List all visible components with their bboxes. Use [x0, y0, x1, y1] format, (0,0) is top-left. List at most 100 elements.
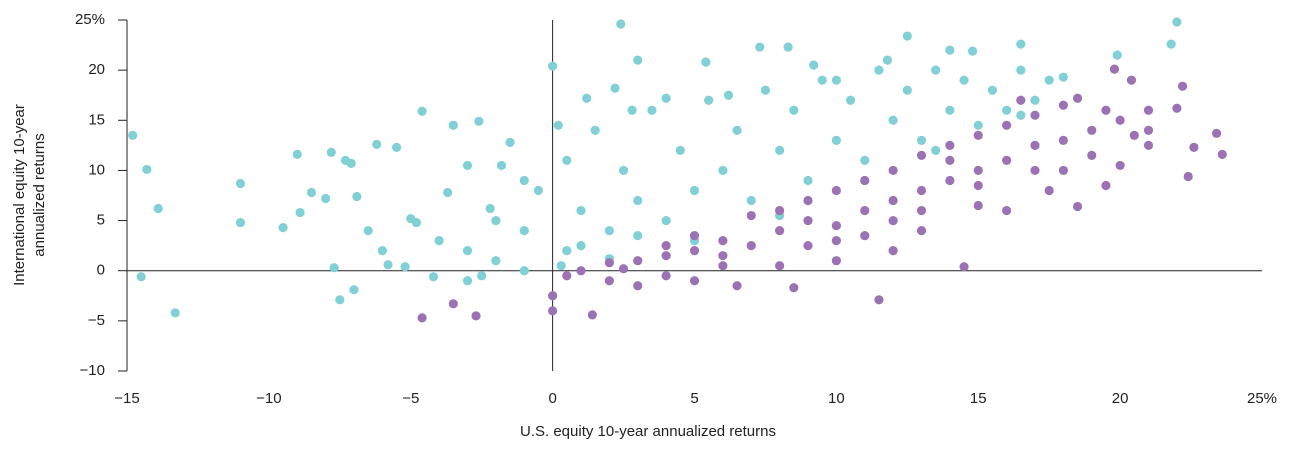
- scatter-point: [428, 272, 439, 282]
- scatter-point: [633, 256, 643, 266]
- scatter-point: [587, 310, 597, 320]
- scatter-point: [902, 31, 912, 41]
- scatter-point: [306, 187, 317, 198]
- scatter-point: [292, 149, 302, 159]
- scatter-point: [916, 135, 927, 145]
- scatter-point: [831, 236, 841, 246]
- y-axis-label: International equity 10-year: [11, 104, 28, 286]
- scatter-point: [931, 145, 941, 155]
- scatter-point: [1002, 155, 1012, 165]
- x-tick-label: −15: [114, 390, 139, 407]
- scatter-point: [618, 264, 629, 274]
- scatter-point: [775, 205, 785, 216]
- scatter-point: [874, 295, 884, 305]
- scatter-point: [406, 213, 416, 224]
- scatter-point: [548, 61, 558, 71]
- scatter-point: [1143, 140, 1154, 150]
- scatter-point: [576, 241, 586, 251]
- scatter-point: [775, 261, 785, 271]
- scatter-point: [959, 75, 969, 85]
- scatter-point: [689, 231, 700, 241]
- scatter-point: [556, 261, 566, 271]
- scatter-point: [349, 285, 359, 295]
- scatter-point: [633, 231, 643, 241]
- scatter-point: [383, 260, 393, 270]
- scatter-point: [548, 306, 558, 316]
- scatter-point: [689, 185, 700, 196]
- scatter-point: [860, 155, 870, 165]
- scatter-point: [553, 120, 563, 130]
- x-tick-label: −5: [402, 390, 419, 407]
- scatter-point: [973, 120, 983, 130]
- scatter-point: [755, 42, 765, 52]
- scatter-point: [1143, 125, 1154, 135]
- scatter-point: [633, 195, 643, 206]
- scatter-point: [831, 220, 841, 231]
- scatter-point: [1016, 95, 1026, 105]
- scatter-point: [633, 281, 643, 291]
- scatter-point: [235, 217, 246, 228]
- scatter-point: [1072, 93, 1083, 103]
- scatter-point: [860, 231, 870, 241]
- scatter-point: [704, 95, 714, 105]
- scatter-point: [973, 180, 983, 191]
- scatter-point: [417, 313, 427, 323]
- scatter-point: [661, 241, 671, 251]
- scatter-point: [661, 215, 671, 226]
- scatter-point: [604, 226, 614, 236]
- scatter-point: [496, 160, 507, 171]
- scatter-point: [882, 55, 893, 65]
- scatter-point: [931, 65, 941, 75]
- scatter-point: [1058, 165, 1068, 176]
- scatter-point: [434, 236, 444, 246]
- scatter-point: [321, 193, 331, 204]
- scatter-point: [945, 175, 955, 186]
- scatter-point: [1030, 110, 1040, 120]
- scatter-point: [1112, 50, 1122, 60]
- scatter-point: [916, 205, 927, 216]
- scatter-point: [775, 145, 785, 155]
- scatter-point: [391, 142, 402, 152]
- scatter-point: [661, 251, 671, 261]
- x-tick-label: 0: [548, 390, 556, 407]
- scatter-point: [548, 291, 558, 301]
- scatter-point: [723, 90, 734, 100]
- scatter-point: [485, 203, 495, 214]
- scatter-point: [1212, 128, 1222, 138]
- scatter-point: [916, 226, 927, 236]
- scatter-point: [1044, 185, 1054, 196]
- scatter-point: [633, 55, 643, 65]
- scatter-point: [1016, 65, 1026, 75]
- scatter-point: [1166, 39, 1176, 49]
- scatter-point: [1109, 64, 1120, 74]
- scatter-point: [562, 271, 572, 281]
- scatter-point: [616, 19, 626, 29]
- scatter-point: [346, 158, 356, 169]
- scatter-point: [760, 85, 771, 95]
- x-tick-label: 20: [1112, 390, 1129, 407]
- scatter-point: [783, 42, 793, 52]
- scatter-point: [618, 165, 629, 176]
- scatter-point: [701, 57, 711, 67]
- scatter-point: [462, 160, 473, 171]
- scatter-point: [278, 222, 288, 233]
- scatter-point: [1126, 75, 1137, 85]
- scatter-point: [170, 308, 180, 318]
- x-tick-label: 25%: [1247, 390, 1277, 407]
- scatter-point: [335, 295, 345, 305]
- scatter-point: [329, 263, 339, 273]
- scatter-point: [128, 130, 138, 140]
- scatter-point: [326, 147, 336, 157]
- scatter-point: [377, 246, 387, 256]
- x-axis-label: U.S. equity 10-year annualized returns: [520, 423, 776, 440]
- y-tick-label: 5: [97, 212, 105, 229]
- scatter-point: [888, 246, 898, 256]
- scatter-point: [675, 145, 685, 155]
- scatter-point: [888, 165, 898, 176]
- scatter-point: [945, 105, 955, 115]
- scatter-point: [803, 175, 813, 186]
- scatter-point: [582, 93, 592, 103]
- scatter-point: [491, 256, 501, 266]
- scatter-point: [1030, 165, 1040, 176]
- scatter-point: [562, 246, 572, 256]
